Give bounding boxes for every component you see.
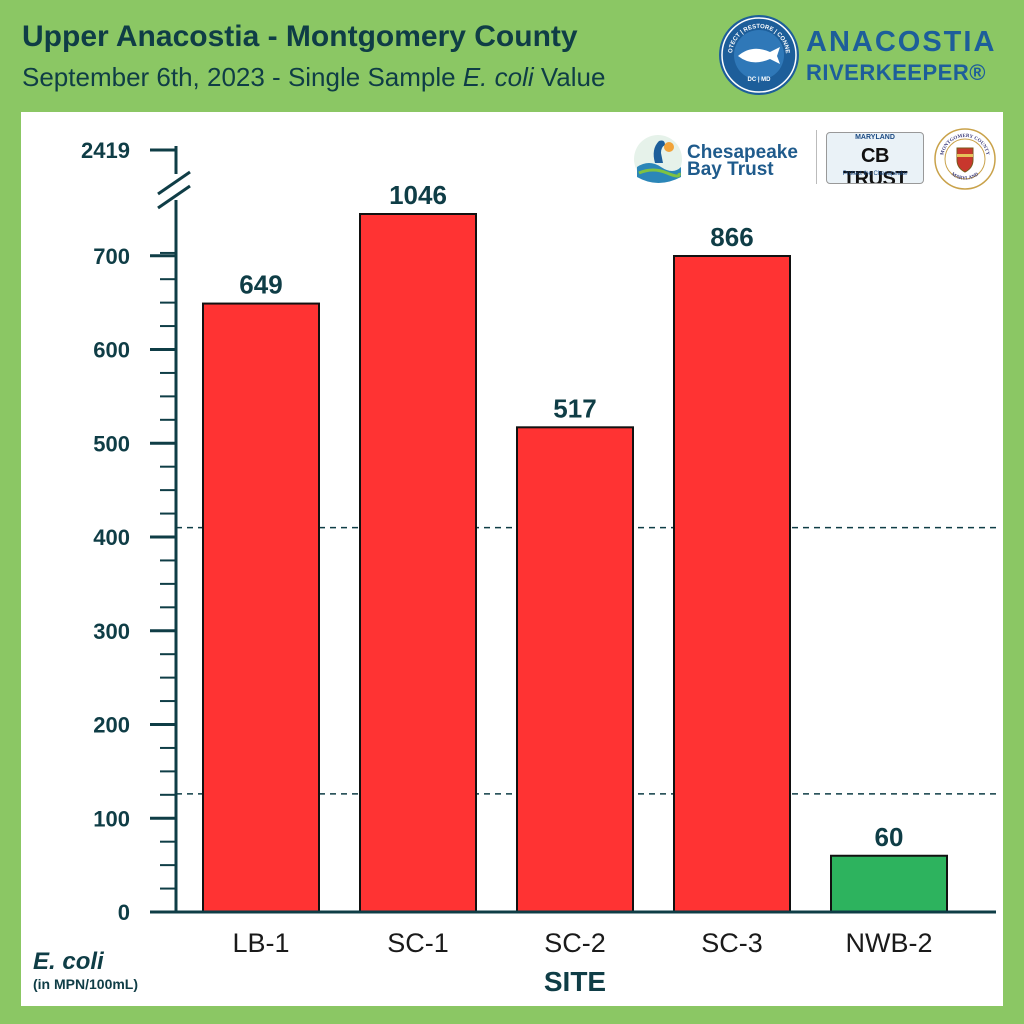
bar-sc-1	[359, 213, 477, 913]
riverkeeper-name: ANACOSTIA	[806, 26, 997, 58]
y-tick-label-500: 500	[93, 431, 130, 456]
page-subtitle: September 6th, 2023 - Single Sample E. c…	[22, 62, 606, 92]
cbt-name-line2: Bay Trust	[687, 159, 774, 180]
y-axis-unit: (in MPN/100mL)	[33, 976, 139, 992]
chesapeake-bay-trust-logo	[634, 135, 682, 183]
data-label-sc-3: 866	[710, 222, 753, 252]
y-tick-label-200: 200	[93, 713, 130, 738]
svg-text:MARYLAND: MARYLAND	[950, 172, 980, 182]
data-label-nwb-2: 60	[875, 822, 904, 852]
heron-icon	[653, 140, 665, 163]
data-label-sc-1: 1046	[389, 180, 447, 210]
y-tick-label-100: 100	[93, 806, 130, 831]
x-tick-label-sc-2: SC-2	[544, 928, 606, 958]
y-tick-label-700: 700	[93, 244, 130, 269]
plate-text: CB TRUST	[842, 145, 908, 184]
data-label-sc-2: 517	[553, 393, 596, 423]
y-tick-label-600: 600	[93, 338, 130, 363]
axis-break-mark-1	[157, 170, 191, 196]
cb-trust-plate-logo: MARYLAND CB TRUST Protect the Chesapeake	[826, 132, 924, 184]
svg-text:DC | MD: DC | MD	[747, 77, 771, 83]
x-tick-label-sc-1: SC-1	[387, 928, 449, 958]
logo-divider	[816, 130, 817, 184]
x-axis-label: SITE	[543, 966, 607, 997]
y-axis-label: E. coli	[33, 948, 104, 975]
fish-icon	[738, 47, 780, 64]
plate-slogan: Protect the Chesapeake	[842, 171, 908, 177]
x-tick-label-lb-1: LB-1	[232, 928, 289, 958]
montgomery-county-seal: MONTGOMERY COUNTY MARYLAND	[934, 128, 996, 190]
bar-nwb-2	[830, 854, 948, 913]
riverkeeper-logo: PROTECT | RESTORE | CONNECT DC | MD	[718, 14, 799, 95]
plate-state: MARYLAND	[855, 134, 895, 141]
axis-break-mark-2	[157, 184, 191, 210]
y-tick-label-300: 300	[93, 619, 130, 644]
riverkeeper-subname: RIVERKEEPER®	[806, 60, 986, 85]
x-tick-label-sc-3: SC-3	[701, 928, 763, 958]
y-tick-label-400: 400	[93, 525, 130, 550]
bar-sc-3	[673, 255, 791, 913]
x-tick-label-nwb-2: NWB-2	[846, 928, 933, 958]
data-label-lb-1: 649	[239, 270, 282, 300]
y-tick-label-2419: 2419	[81, 138, 130, 163]
y-tick-label-0: 0	[118, 900, 130, 925]
page-title: Upper Anacostia - Montgomery County	[22, 20, 578, 53]
bar-sc-2	[516, 426, 634, 913]
bar-lb-1	[202, 302, 320, 913]
cbt-name-line1: Chesapeake	[687, 142, 798, 163]
